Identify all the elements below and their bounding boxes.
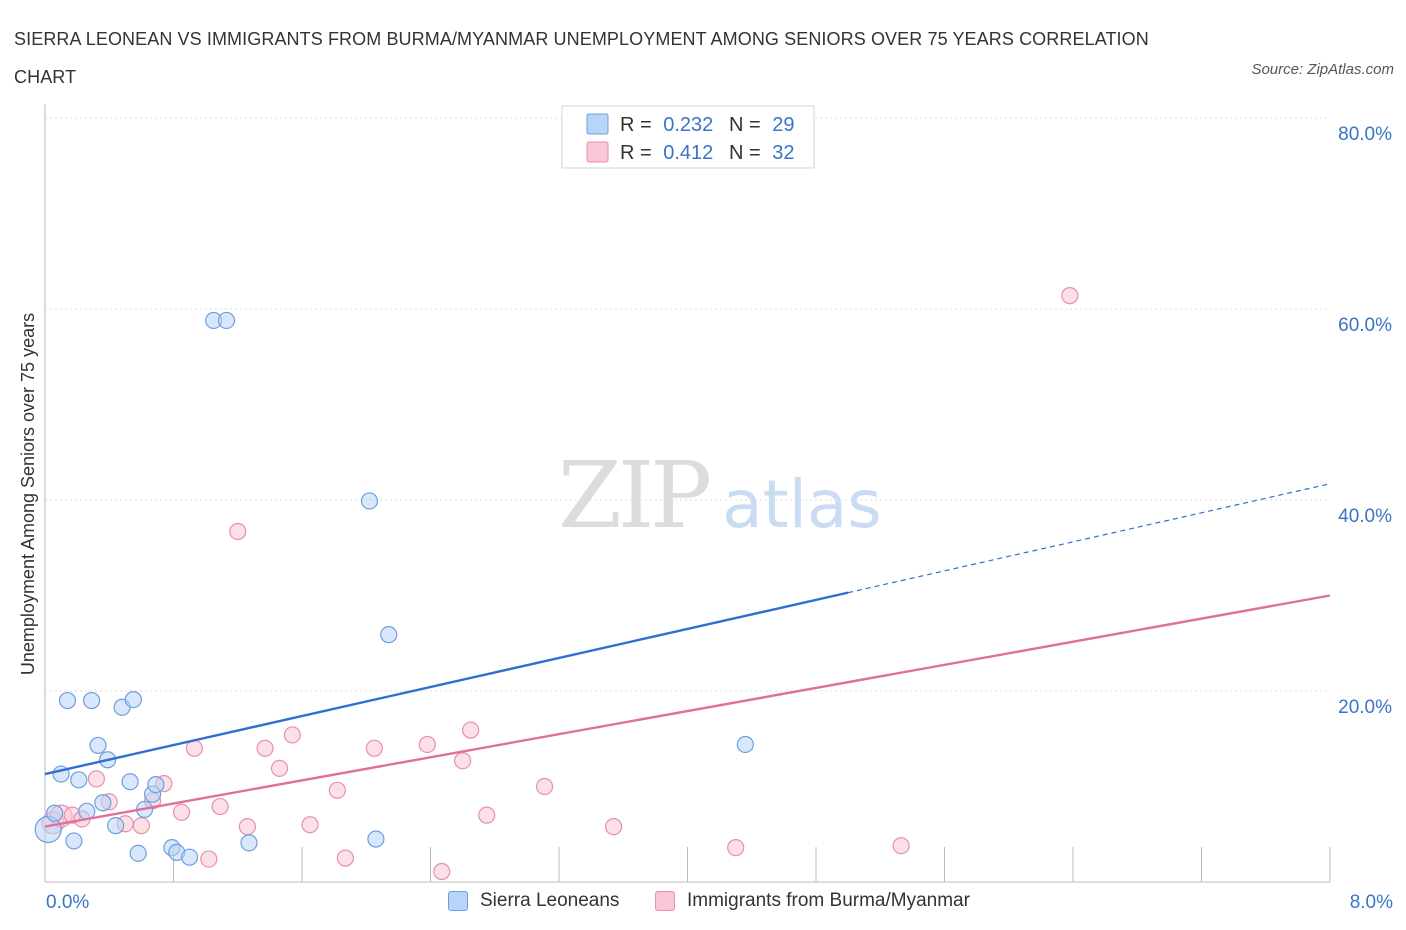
data-point (328, 781, 346, 799)
data-point (336, 849, 354, 867)
legend-r-label: R = (620, 114, 652, 136)
data-point (217, 311, 236, 330)
legend-n-label: N = (729, 114, 761, 136)
data-point (454, 752, 472, 770)
legend-r-value: 0.232 (663, 114, 713, 136)
watermark: ZIP atlas (558, 442, 882, 549)
legend-item-burma-myanmar[interactable]: Immigrants from Burma/Myanmar (655, 890, 970, 912)
data-point (433, 862, 451, 881)
data-point (301, 816, 319, 834)
data-point (65, 832, 83, 850)
svg-text:R = 0.232: R = 0.232 (620, 114, 713, 136)
data-point (535, 777, 554, 796)
data-point (1061, 287, 1079, 305)
trend-line-burma-myanmar (44, 594, 1331, 828)
svg-text:N = 29: N = 29 (729, 114, 795, 136)
data-point (256, 739, 274, 757)
x-tick-label: 8.0% (1350, 892, 1393, 913)
data-point (270, 759, 289, 777)
data-point (121, 773, 139, 791)
data-point (94, 794, 112, 812)
data-point (70, 771, 88, 789)
data-point (89, 736, 107, 755)
watermark-atlas: atlas (722, 466, 882, 543)
legend-label-burma-myanmar: Immigrants from Burma/Myanmar (687, 890, 970, 911)
data-point (211, 797, 229, 816)
data-point (229, 522, 247, 541)
data-point (172, 803, 191, 821)
data-point (365, 739, 383, 757)
y-axis-label: Unemployment Among Seniors over 75 years (18, 313, 38, 675)
y-tick-labels: 20.0% 40.0% 60.0% 80.0% (1338, 124, 1392, 718)
data-point (605, 818, 623, 836)
y-tick-label: 80.0% (1338, 124, 1392, 145)
data-point (727, 839, 745, 857)
data-point (283, 726, 301, 744)
data-point (360, 492, 379, 510)
x-tick-labels: 0.0% 8.0% (46, 892, 1393, 913)
legend-swatch-sierra-leoneans (448, 891, 468, 911)
x-tick-label: 0.0% (46, 892, 89, 913)
burma-myanmar-points (41, 287, 1079, 881)
data-point (180, 848, 199, 866)
legend-r-label: R = (620, 142, 652, 164)
data-point (132, 817, 150, 835)
data-point (82, 691, 101, 710)
data-point (380, 626, 398, 644)
legend-swatch-burma-myanmar (655, 891, 675, 911)
axes (44, 104, 1331, 883)
data-point (736, 735, 754, 754)
legend-top: R = 0.232 N = 29 R = 0.412 N = 32 (561, 105, 815, 169)
legend-label-sierra-leoneans: Sierra Leoneans (480, 890, 620, 911)
grid-lines (45, 117, 1330, 692)
legend-n-label: N = (729, 142, 761, 164)
source-credit: Source: ZipAtlas.com (1251, 61, 1394, 78)
svg-text:R = 0.412: R = 0.412 (620, 142, 713, 164)
y-tick-label: 40.0% (1338, 506, 1392, 527)
sierra-leonean-points (34, 311, 754, 866)
legend-n-value: 32 (772, 142, 794, 164)
data-point (46, 804, 64, 822)
data-point (58, 691, 77, 710)
data-point (418, 735, 436, 754)
watermark-zip: ZIP (558, 442, 709, 549)
legend-bottom: Sierra Leoneans Immigrants from Burma/My… (0, 888, 1406, 918)
chart-title: SIERRA LEONEAN VS IMMIGRANTS FROM BURMA/… (14, 29, 1149, 87)
data-point (200, 850, 218, 868)
data-point (367, 830, 385, 848)
data-point (462, 721, 480, 739)
legend-item-sierra-leoneans[interactable]: Sierra Leoneans (448, 890, 619, 912)
legend-r-value: 0.412 (663, 142, 713, 164)
data-point (129, 844, 147, 862)
trend-line-sierra-leoneans-extension (847, 483, 1331, 594)
y-tick-label: 20.0% (1338, 697, 1392, 718)
data-point (87, 770, 106, 788)
y-tick-label: 60.0% (1338, 315, 1392, 336)
legend-swatch-burma-myanmar (586, 141, 609, 163)
data-point (124, 690, 142, 709)
legend-swatch-sierra-leoneans (586, 113, 609, 135)
trend-line-sierra-leoneans (44, 591, 849, 776)
data-point (147, 775, 165, 794)
data-point (238, 818, 256, 836)
svg-text:N = 32: N = 32 (729, 142, 795, 164)
trend-lines (44, 483, 1331, 828)
data-point (478, 806, 496, 824)
data-point (240, 834, 258, 852)
legend-n-value: 29 (772, 114, 794, 136)
data-point (107, 817, 125, 835)
data-point (892, 837, 910, 855)
